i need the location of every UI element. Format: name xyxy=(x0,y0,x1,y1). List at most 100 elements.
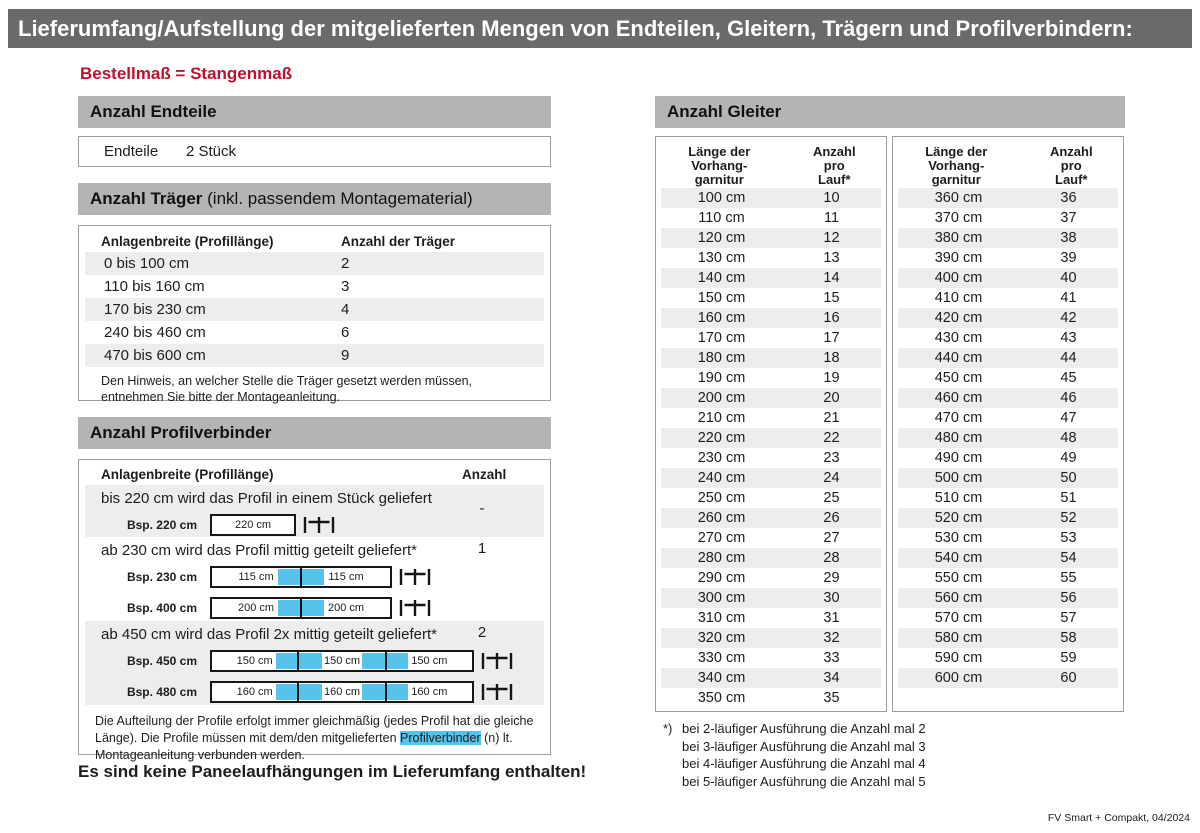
gleiter-row-count: 50 xyxy=(1060,470,1077,486)
note-before: Die Aufteilung der Profile erfolgt immer… xyxy=(95,714,534,745)
gleiter-row: 180 cm 18 xyxy=(661,348,881,368)
profilverbinder-col-width-header: Anlagenbreite (Profillänge) xyxy=(101,467,274,482)
gleiter-row-count: 45 xyxy=(1060,370,1077,386)
gleiter-row-count: 36 xyxy=(1060,190,1077,206)
gleiter-row-length: 430 cm xyxy=(934,330,983,346)
note-after: (n) lt. Montageanleitung verbunden werde… xyxy=(95,731,513,762)
gleiter-row: 320 cm 32 xyxy=(661,628,881,648)
group1-text: bis 220 cm wird das Profil in einem Stüc… xyxy=(101,490,432,507)
traeger-table-header: Anlagenbreite (Profillänge) Anzahl der T… xyxy=(79,226,550,252)
gleiter-row-length: 440 cm xyxy=(934,350,983,366)
gleiter-row-count: 47 xyxy=(1060,410,1077,426)
section-header-endteile: Anzahl Endteile xyxy=(78,96,551,128)
group2-anzahl: 1 xyxy=(477,540,487,557)
gleiter-row-count: 34 xyxy=(823,670,840,686)
gleiter-row-length: 510 cm xyxy=(934,490,983,506)
gleiter-row: 210 cm 21 xyxy=(661,408,881,428)
gleiter-row-length: 350 cm xyxy=(697,690,746,706)
gleiter-row-count: 58 xyxy=(1060,630,1077,646)
gleiter-table-right: Länge der Vorhang- garnitur Anzahl pro L… xyxy=(892,136,1124,712)
gleiter-row-length: 590 cm xyxy=(934,650,983,666)
gleiter-col-count-header: Anzahl pro Lauf* xyxy=(1049,144,1093,187)
gleiter-row-length: 530 cm xyxy=(934,530,983,546)
gleiter-row-count: 24 xyxy=(823,470,840,486)
gleiter-row-count: 39 xyxy=(1060,250,1077,266)
gleiter-row-length: 210 cm xyxy=(697,410,746,426)
profile-cross-section-icon xyxy=(481,684,513,700)
gleiter-row: 430 cm 43 xyxy=(898,328,1118,348)
gleiter-row: 600 cm 60 xyxy=(898,668,1118,688)
gleiter-row-count: 14 xyxy=(823,270,840,286)
gleiter-col-length-header: Länge der Vorhang- garnitur xyxy=(688,144,751,187)
gleiter-row: 230 cm 23 xyxy=(661,448,881,468)
gleiter-row: 370 cm 37 xyxy=(898,208,1118,228)
example-label: Bsp. 450 cm xyxy=(126,654,197,668)
profile-segment: 160 cm xyxy=(236,686,273,698)
gleiter-tables: Länge der Vorhang- garnitur Anzahl pro L… xyxy=(655,136,1125,712)
gleiter-row: 540 cm 54 xyxy=(898,548,1118,568)
profile-cross-section-icon xyxy=(399,569,431,585)
gleiter-table-left-header: Länge der Vorhang- garnitur Anzahl pro L… xyxy=(656,137,886,188)
gleiter-footnote-lines: bei 2-läufiger Ausführung die Anzahl mal… xyxy=(682,720,926,790)
footnote-line: bei 3-läufiger Ausführung die Anzahl mal… xyxy=(682,738,926,754)
gleiter-row-count: 53 xyxy=(1060,530,1077,546)
gleiter-row-count: 55 xyxy=(1060,570,1077,586)
gleiter-row-count: 51 xyxy=(1060,490,1077,506)
gleiter-row-count: 49 xyxy=(1060,450,1077,466)
footnote-line: bei 5-läufiger Ausführung die Anzahl mal… xyxy=(682,773,926,789)
endteile-box: Endteile 2 Stück xyxy=(78,136,551,167)
group3-text: ab 450 cm wird das Profil 2x mittig gete… xyxy=(101,626,437,643)
section-header-traeger-suffix: (inkl. passendem Montagematerial) xyxy=(202,189,473,208)
profilverbinder-group-3: ab 450 cm wird das Profil 2x mittig gete… xyxy=(85,621,544,705)
gleiter-row-count: 12 xyxy=(823,230,840,246)
gleiter-row-length: 260 cm xyxy=(697,510,746,526)
profile-bar-220: 220 cm xyxy=(210,514,296,536)
gleiter-row-count: 46 xyxy=(1060,390,1077,406)
profile-segment: 115 cm xyxy=(300,568,390,586)
gleiter-row: 290 cm 29 xyxy=(661,568,881,588)
traeger-row: 170 bis 230 cm 4 xyxy=(85,298,544,321)
gleiter-row-length: 150 cm xyxy=(697,290,746,306)
gleiter-row-count: 31 xyxy=(823,610,840,626)
profile-bar-400: 200 cm 200 cm xyxy=(210,597,392,619)
gleiter-row-length: 290 cm xyxy=(697,570,746,586)
gleiter-row-count: 16 xyxy=(823,310,840,326)
gleiter-row-length: 570 cm xyxy=(934,610,983,626)
footnote-line: bei 2-läufiger Ausführung die Anzahl mal… xyxy=(682,721,926,736)
gleiter-row-count: 28 xyxy=(823,550,840,566)
profile-segment: 200 cm xyxy=(300,599,390,617)
gleiter-row-length: 160 cm xyxy=(697,310,746,326)
gleiter-row-length: 450 cm xyxy=(934,370,983,386)
endteile-value: 2 Stück xyxy=(186,143,237,160)
traeger-row-count: 2 xyxy=(341,255,350,272)
profile-segment: 150 cm xyxy=(297,652,384,670)
gleiter-row-length: 380 cm xyxy=(934,230,983,246)
gleiter-col-count-header: Anzahl pro Lauf* xyxy=(812,144,856,187)
traeger-row-count: 3 xyxy=(341,278,350,295)
gleiter-row: 590 cm 59 xyxy=(898,648,1118,668)
traeger-col-count-header: Anzahl der Träger xyxy=(341,234,456,249)
gleiter-row: 570 cm 57 xyxy=(898,608,1118,628)
gleiter-row: 170 cm 17 xyxy=(661,328,881,348)
gleiter-row: 380 cm 38 xyxy=(898,228,1118,248)
gleiter-row-length: 200 cm xyxy=(697,390,746,406)
gleiter-row: 140 cm 14 xyxy=(661,268,881,288)
gleiter-row: 300 cm 30 xyxy=(661,588,881,608)
footnote-line: bei 4-läufiger Ausführung die Anzahl mal… xyxy=(682,756,926,771)
gleiter-row-length: 330 cm xyxy=(697,650,746,666)
gleiter-row-length: 420 cm xyxy=(934,310,983,326)
gleiter-row-length: 400 cm xyxy=(934,270,983,286)
gleiter-row-length: 490 cm xyxy=(934,450,983,466)
gleiter-row: 340 cm 34 xyxy=(661,668,881,688)
group1-anzahl: - xyxy=(479,500,485,517)
gleiter-row-length: 230 cm xyxy=(697,450,746,466)
traeger-row: 110 bis 160 cm 3 xyxy=(85,275,544,298)
gleiter-row-length: 540 cm xyxy=(934,550,983,566)
gleiter-row-count: 19 xyxy=(823,370,840,386)
gleiter-row-length: 520 cm xyxy=(934,510,983,526)
gleiter-row: 150 cm 15 xyxy=(661,288,881,308)
group2-example-400: Bsp. 400 cm 200 cm 200 cm xyxy=(85,596,544,620)
endteile-row: Endteile 2 Stück xyxy=(79,137,550,166)
traeger-row-range: 0 bis 100 cm xyxy=(104,255,190,272)
gleiter-row-count: 59 xyxy=(1060,650,1077,666)
